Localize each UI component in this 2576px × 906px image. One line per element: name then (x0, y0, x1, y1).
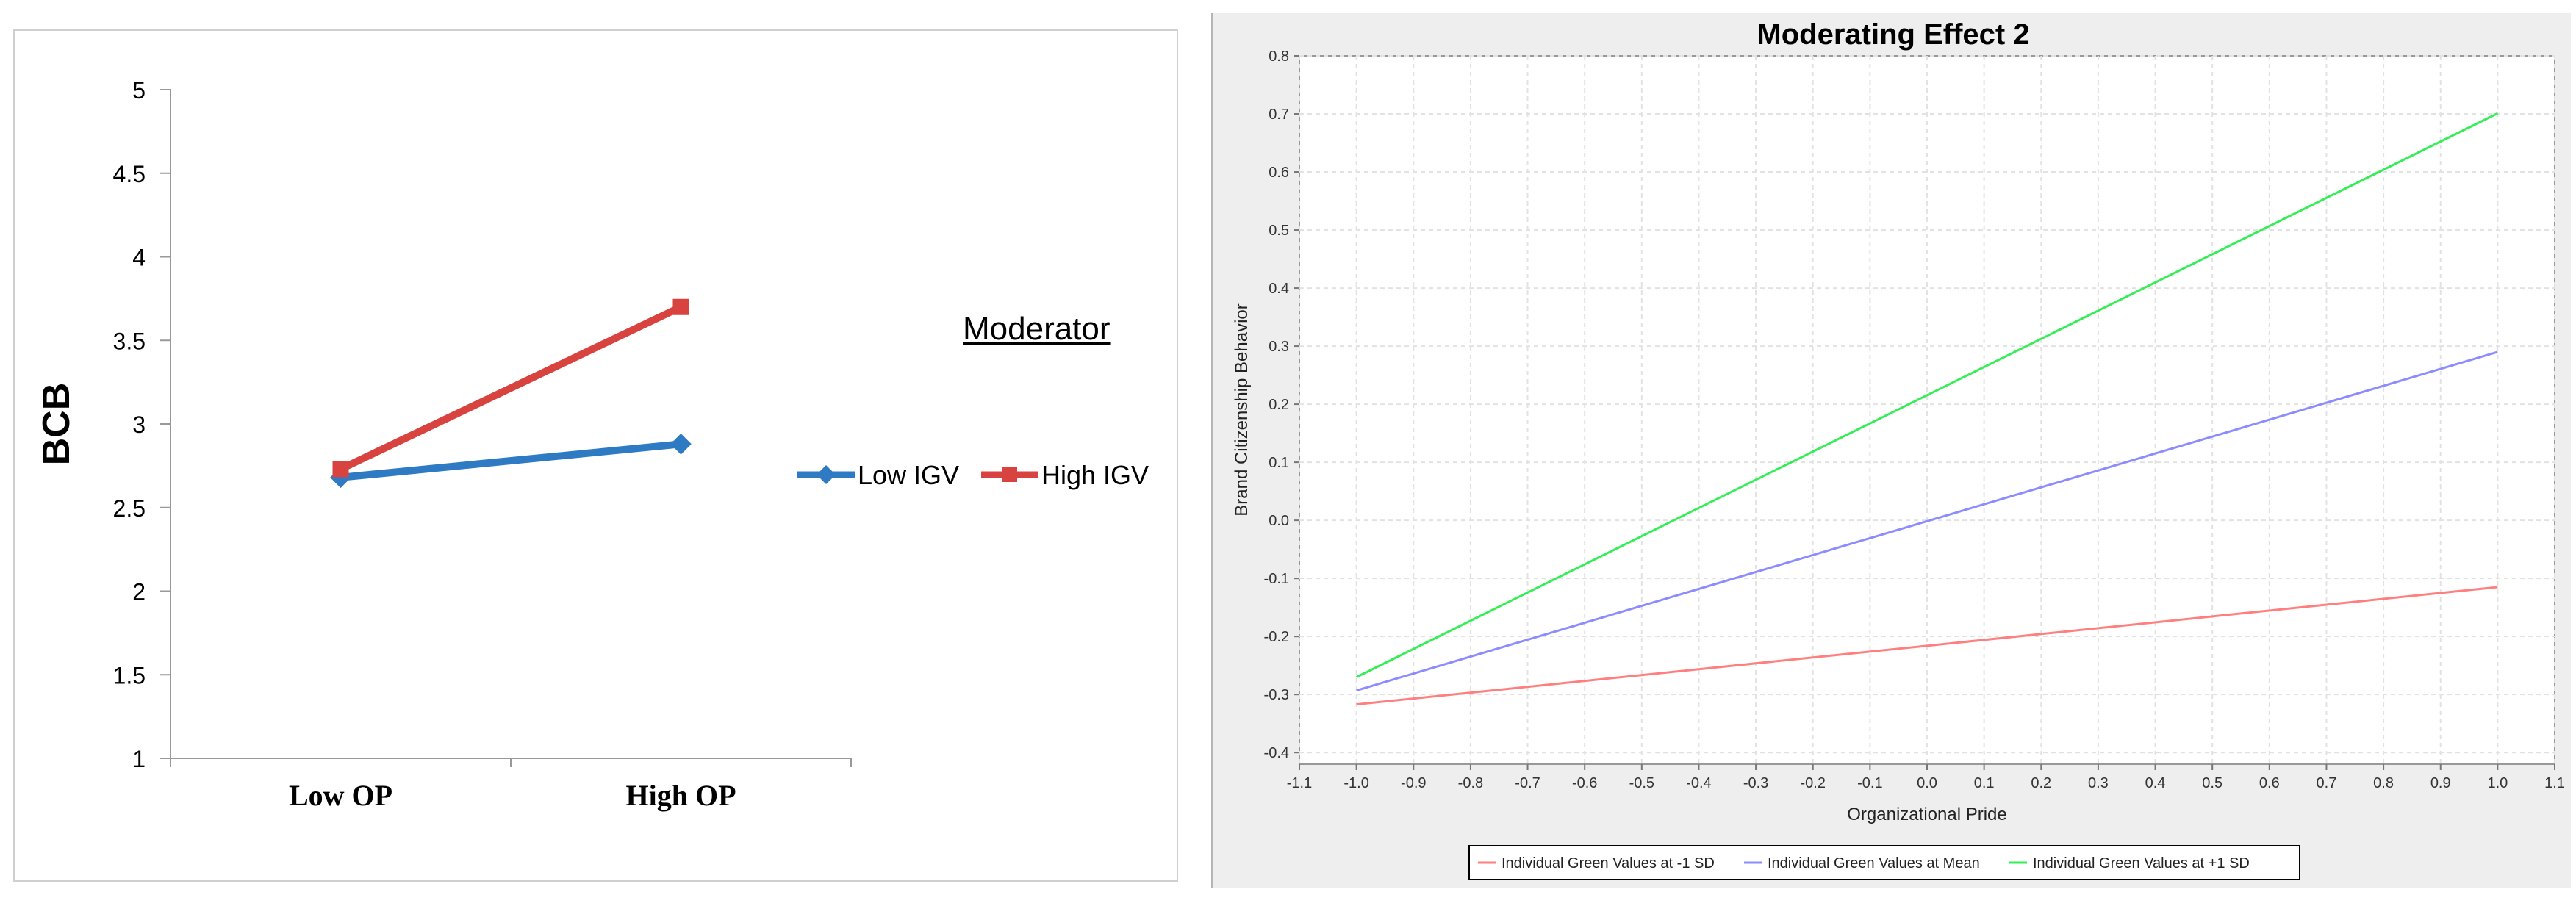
x-tick-label: -0.8 (1458, 775, 1483, 791)
x-tick-label: 0.8 (2373, 775, 2394, 791)
series-line (1355, 112, 2499, 678)
y-tick-label: 5 (132, 77, 146, 104)
y-tick-label: -0.4 (1264, 745, 1289, 761)
legend-box (1468, 845, 2300, 880)
y-tick-label: 0.0 (1269, 513, 1289, 529)
series-line (1356, 350, 2498, 692)
legend-label: Low IGV (858, 460, 959, 490)
x-axis-label: Organizational Pride (1847, 805, 2006, 824)
x-tick-label: 0.6 (2259, 775, 2280, 791)
y-tick-label: 0.3 (1269, 339, 1289, 355)
legend-label: Individual Green Values at +1 SD (2033, 855, 2250, 871)
chart-title: Moderating Effect 2 (1757, 18, 2029, 51)
x-tick-label: 0.4 (2145, 775, 2166, 791)
x-tick-label: 0.0 (1917, 775, 1937, 791)
x-category-label: High OP (625, 779, 736, 812)
y-tick-label: 0.1 (1269, 455, 1289, 471)
series-line (1356, 586, 2498, 706)
y-tick-label: 0.6 (1269, 165, 1289, 181)
y-tick-label: -0.1 (1264, 571, 1289, 587)
y-axis-label: Brand Citizenship Behavior (1232, 303, 1252, 517)
y-tick-label: -0.3 (1264, 687, 1289, 703)
y-tick-label: 0.4 (1269, 281, 1289, 297)
x-tick-label: -0.9 (1401, 775, 1426, 791)
series-line-high-igv (337, 303, 685, 473)
x-tick-label: -0.7 (1515, 775, 1540, 791)
excel-chart-panel: 1 1.5 2 2.5 3 3.5 4 4.5 5 Low OP High OP BCB Mode… (13, 29, 1178, 882)
y-tick-label: -0.2 (1264, 629, 1289, 645)
y-tick-label: 1.5 (113, 662, 146, 689)
x-tick-label: -0.5 (1629, 775, 1654, 791)
moderation-plot-panel: Moderating Effect 2 -0.4 -0.3 -0.2 -0.1 0.0 0… (1211, 13, 2571, 888)
y-tick-label: 0.5 (1269, 223, 1289, 239)
data-point-marker (670, 434, 692, 455)
y-tick-label: 0.7 (1269, 107, 1289, 123)
y-tick-label: 4 (132, 245, 146, 271)
y-tick-label: 2 (132, 579, 146, 605)
legend-title: Moderator (963, 311, 1111, 347)
y-axis-label: BCB (35, 383, 78, 466)
legend-label: Individual Green Values at Mean (1768, 855, 1980, 871)
x-tick-label: -0.2 (1800, 775, 1825, 791)
x-tick-label: 1.0 (2487, 775, 2508, 791)
x-tick-label: 0.3 (2088, 775, 2109, 791)
legend-marker (817, 465, 836, 484)
x-tick-label: 0.5 (2202, 775, 2222, 791)
x-tick-label: -1.1 (1287, 775, 1312, 791)
x-tick-label: 0.2 (2031, 775, 2051, 791)
legend-marker (1002, 467, 1017, 482)
series-line-low-igv (337, 440, 685, 481)
x-tick-label: -0.1 (1857, 775, 1882, 791)
y-tick-label: 3.5 (113, 328, 146, 354)
x-category-label: Low OP (289, 779, 392, 812)
y-tick-label: 3 (132, 411, 146, 438)
x-tick-label: 0.7 (2317, 775, 2337, 791)
y-tick-label: 2.5 (113, 495, 146, 522)
legend-label: Individual Green Values at -1 SD (1502, 855, 1715, 871)
x-tick-label: 0.1 (1974, 775, 1995, 791)
x-tick-label: 0.9 (2430, 775, 2451, 791)
x-tick-label: -0.6 (1572, 775, 1597, 791)
y-tick-label: 1 (132, 746, 146, 772)
x-tick-label: -0.4 (1686, 775, 1711, 791)
legend-label: High IGV (1041, 460, 1149, 490)
y-tick-label: 0.2 (1269, 397, 1289, 413)
moderation-plot: Moderating Effect 2 -0.4 -0.3 -0.2 -0.1 0.0 0… (1232, 18, 2565, 880)
data-point-marker (672, 298, 689, 315)
x-tick-label: -0.3 (1743, 775, 1768, 791)
y-tick-label: 4.5 (113, 161, 146, 187)
y-tick-label: 0.8 (1269, 48, 1289, 65)
x-tick-label: 1.1 (2544, 775, 2565, 791)
excel-chart: 1 1.5 2 2.5 3 3.5 4 4.5 5 Low OP High OP BCB Mode… (35, 77, 1149, 812)
x-tick-label: -1.0 (1343, 775, 1368, 791)
data-point-marker (332, 461, 349, 478)
